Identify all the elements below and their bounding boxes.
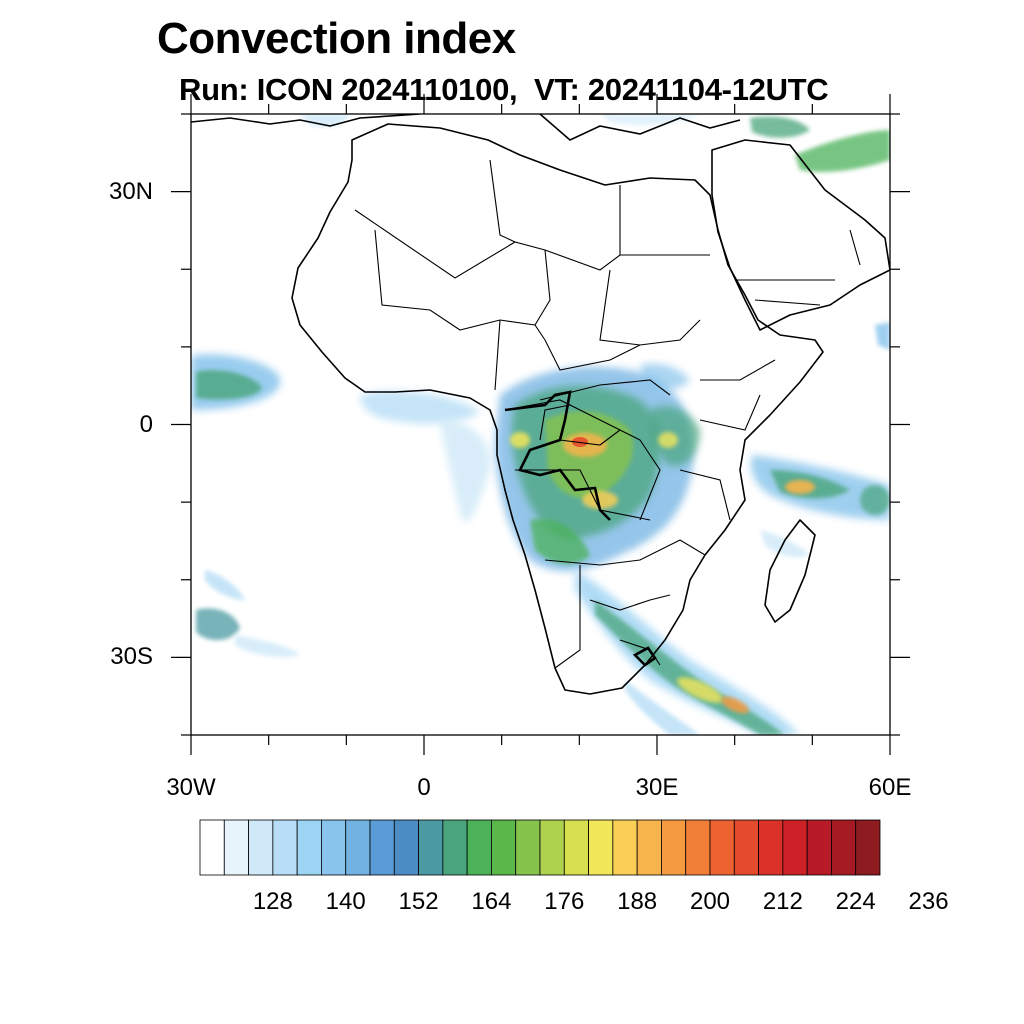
map-subtitle: Run: ICON 2024110100, VT: 20241104-12UTC (179, 72, 829, 107)
highlight-borders (504, 390, 657, 667)
colorbar-label: 164 (471, 888, 512, 915)
convection-field (191, 114, 890, 735)
colorbar-swatch (296, 819, 322, 876)
colorbar-swatch (321, 819, 347, 876)
map-title: Convection index (157, 14, 516, 63)
axis-ticks (171, 94, 910, 755)
colorbar-swatch (515, 819, 541, 876)
colorbar-swatch (199, 819, 225, 876)
lon-label: 0 (417, 774, 431, 801)
colorbar-swatch (806, 819, 832, 876)
colorbar-swatch (782, 819, 808, 876)
colorbar-swatch (831, 819, 857, 876)
colorbar-swatch (345, 819, 371, 876)
colorbar (199, 819, 881, 876)
colorbar-swatch (442, 819, 468, 876)
colorbar-swatch (709, 819, 735, 876)
coastlines (191, 114, 890, 695)
colorbar-swatch (491, 819, 517, 876)
colorbar-swatch (685, 819, 711, 876)
colorbar-swatch (369, 819, 395, 876)
colorbar-label: 236 (908, 888, 949, 915)
colorbar-swatch (855, 819, 881, 876)
colorbar-swatch (393, 819, 419, 876)
colorbar-label: 140 (325, 888, 366, 915)
lat-label: 30S (110, 643, 153, 671)
colorbar-swatch (612, 819, 638, 876)
colorbar-swatch (248, 819, 274, 876)
colorbar-label: 176 (544, 888, 585, 915)
colorbar-swatch (223, 819, 249, 876)
colorbar-swatch (758, 819, 784, 876)
colorbar-label: 188 (617, 888, 658, 915)
lon-label: 30E (635, 774, 679, 801)
lon-label: 60E (868, 774, 912, 801)
country-borders (354, 159, 861, 669)
colorbar-swatch (661, 819, 687, 876)
lon-label: 30W (166, 774, 216, 801)
colorbar-swatch (636, 819, 662, 876)
colorbar-swatch (588, 819, 614, 876)
colorbar-swatch (539, 819, 565, 876)
colorbar-label: 200 (689, 888, 731, 915)
colorbar-label: 212 (762, 888, 803, 915)
colorbar-label: 224 (835, 888, 876, 915)
colorbar-swatch (733, 819, 759, 876)
colorbar-label: 128 (252, 888, 293, 915)
colorbar-swatch (272, 819, 298, 876)
colorbar-swatch (466, 819, 492, 876)
colorbar-swatch (418, 819, 444, 876)
colorbar-swatch (563, 819, 589, 876)
lat-label: 0 (139, 410, 153, 438)
lat-label: 30N (108, 177, 153, 205)
colorbar-label: 152 (398, 888, 439, 915)
